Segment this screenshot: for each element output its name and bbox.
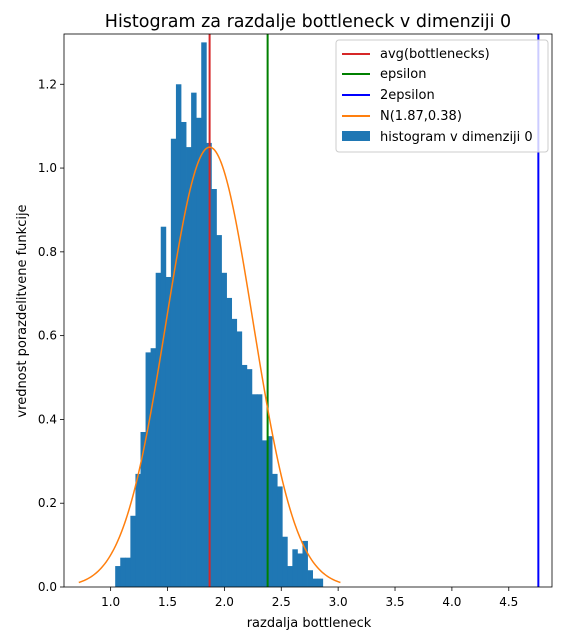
- histogram-bar: [216, 235, 222, 587]
- chart-title: Histogram za razdalje bottleneck v dimen…: [105, 12, 511, 32]
- histogram-bar: [272, 473, 278, 587]
- histogram-bar: [226, 297, 233, 587]
- histogram-bar: [302, 540, 308, 587]
- histogram-bar: [277, 486, 283, 587]
- x-tick-label: 2.0: [215, 595, 234, 609]
- plot-frame: [63, 33, 553, 588]
- y-tick-label: 0.6: [38, 329, 57, 343]
- y-axis-label: vrednost porazdelitvene funkcije: [15, 204, 30, 417]
- x-tick-label: 4.5: [499, 595, 518, 609]
- histogram-bar: [231, 318, 238, 587]
- x-tick-label: 2.5: [272, 595, 291, 609]
- histogram-bar: [186, 147, 192, 588]
- histogram-bar: [165, 276, 172, 587]
- histogram-bar: [160, 226, 167, 587]
- histogram-bar: [261, 440, 268, 587]
- histogram-bar: [221, 272, 227, 587]
- histogram-bars: [115, 42, 324, 588]
- histogram-bar: [317, 578, 324, 587]
- histogram-bar: [236, 331, 243, 587]
- x-tick-label: 4.0: [442, 595, 461, 609]
- histogram-bar: [145, 352, 152, 587]
- legend-label-2epsilon: 2epsilon: [380, 88, 435, 103]
- legend: avg(bottlenecks) epsilon 2epsilon N(1.87…: [335, 39, 549, 153]
- histogram-bar: [130, 515, 136, 587]
- histogram-bar: [125, 557, 131, 587]
- y-tick-label: 1.2: [38, 77, 57, 91]
- histogram-bar: [307, 570, 313, 587]
- histogram-bar: [246, 369, 253, 587]
- histogram-bar: [191, 92, 197, 588]
- histogram-bar: [175, 84, 182, 588]
- histogram-bar: [135, 473, 141, 587]
- x-axis-label: razdalja bottleneck: [247, 616, 372, 631]
- histogram-bar: [201, 42, 207, 587]
- x-tick-label: 1.5: [158, 595, 177, 609]
- histogram-bar: [115, 566, 121, 587]
- legend-label-histogram: histogram v dimenziji 0: [380, 130, 533, 145]
- normal-curve: [78, 146, 341, 584]
- legend-box: [335, 39, 549, 153]
- legend-label-avg: avg(bottlenecks): [380, 47, 490, 62]
- x-tick-label: 3.0: [329, 595, 348, 609]
- histogram-bar: [282, 536, 288, 587]
- histogram-bar: [251, 394, 258, 587]
- histogram-bar: [312, 578, 319, 587]
- legend-label-epsilon: epsilon: [380, 67, 426, 82]
- histogram-bar: [292, 549, 298, 587]
- y-tick-label: 0.2: [38, 496, 57, 510]
- y-tick-label: 0.0: [38, 580, 57, 594]
- legend-swatch-histogram: [342, 131, 370, 141]
- y-tick-label: 0.4: [38, 412, 57, 426]
- y-tick-label: 0.8: [38, 245, 57, 259]
- legend-label-normal: N(1.87,0.38): [380, 109, 462, 124]
- y-axis: 0.0 0.2 0.4 0.6 0.8 1.0 1.2: [38, 77, 64, 594]
- histogram-bar: [155, 272, 162, 587]
- histogram-bar: [180, 121, 187, 587]
- x-axis: 1.0 1.5 2.0 2.5 3.0 3.5 4.0 4.5: [101, 587, 518, 609]
- histogram-bar: [211, 189, 217, 587]
- y-tick-label: 1.0: [38, 161, 57, 175]
- histogram-bar: [287, 566, 293, 587]
- histogram-bar: [150, 348, 157, 587]
- histogram-bar: [170, 138, 177, 588]
- histogram-bar: [267, 436, 273, 587]
- histogram-bar: [196, 117, 202, 587]
- histogram-bar: [140, 431, 146, 587]
- x-tick-label: 3.5: [385, 595, 404, 609]
- histogram-bar: [241, 364, 248, 587]
- x-tick-label: 1.0: [101, 595, 120, 609]
- histogram-bar: [297, 553, 303, 587]
- histogram-bar: [120, 557, 126, 587]
- histogram-bar: [256, 394, 263, 587]
